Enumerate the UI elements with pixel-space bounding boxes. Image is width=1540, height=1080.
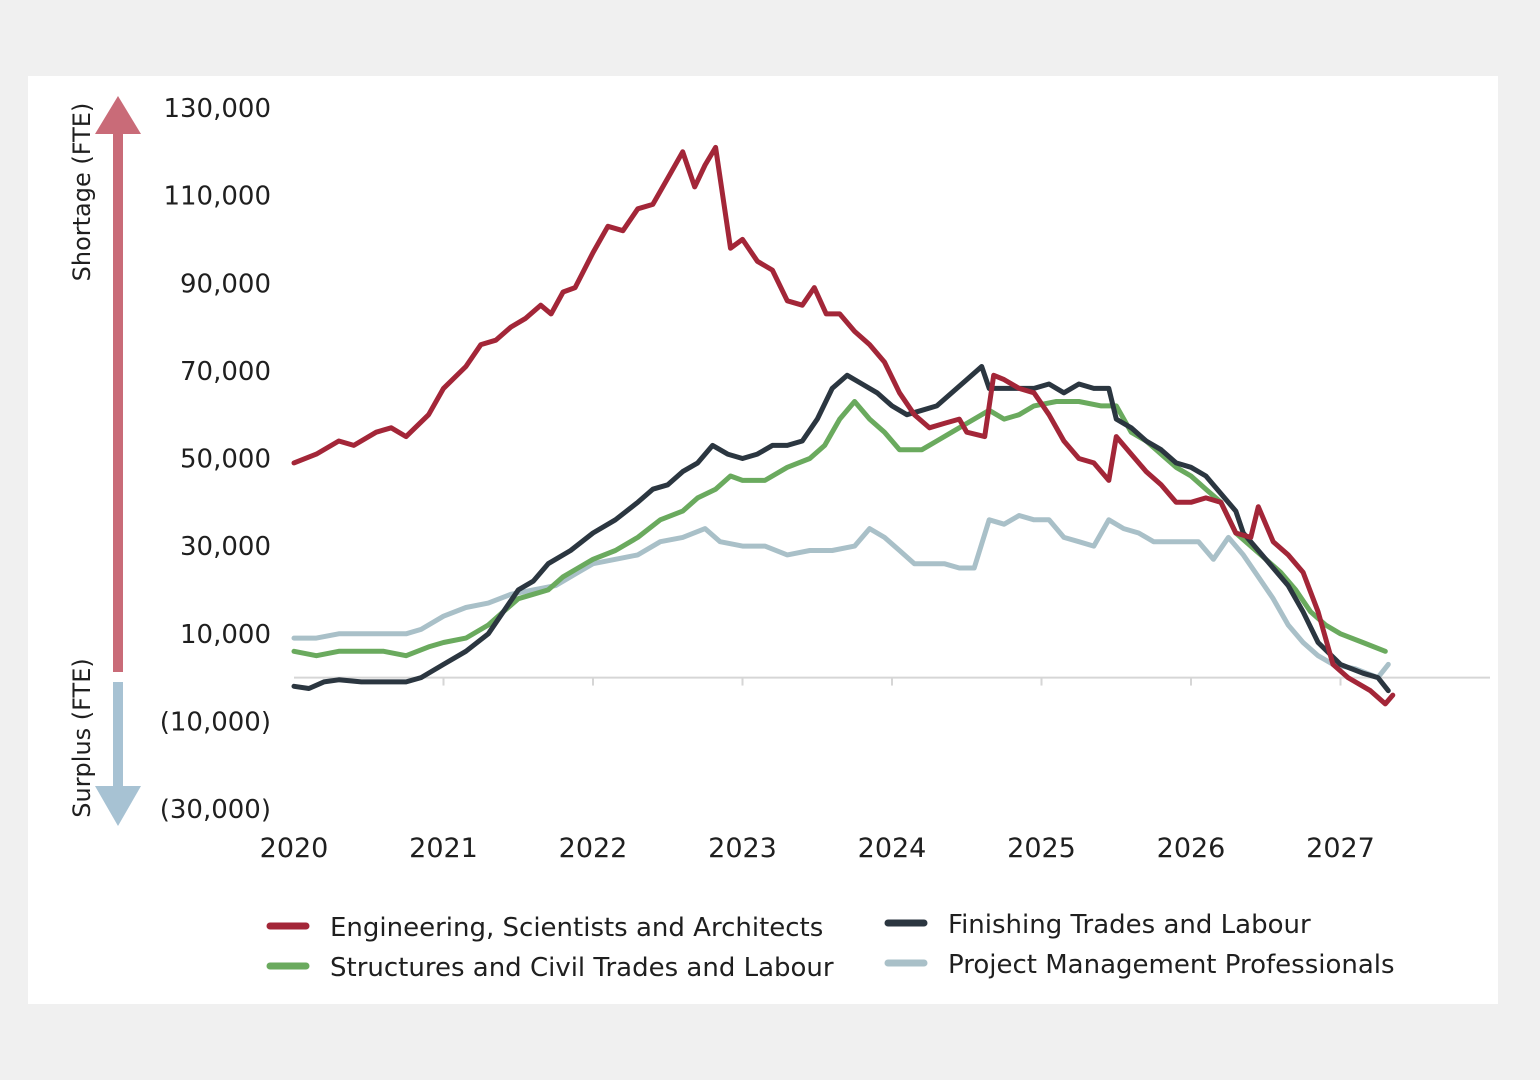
- series-layer: [291, 144, 1396, 707]
- shortage-label: Shortage (FTE): [68, 103, 96, 282]
- x-tick-label: 2027: [1306, 833, 1375, 864]
- series-line-2: [291, 364, 1391, 694]
- y-tick-label: (10,000): [160, 707, 271, 737]
- x-tick-label: 2022: [559, 833, 628, 864]
- y-tick-label: 30,000: [180, 532, 271, 562]
- legend-label-3: Project Management Professionals: [948, 950, 1395, 980]
- series-line-1: [291, 399, 1388, 659]
- y-tick-label: (30,000): [160, 795, 271, 825]
- y-tick-label: 130,000: [163, 94, 271, 124]
- series-line-0: [291, 144, 1396, 707]
- shortage-arrow-shaft: [113, 132, 123, 672]
- x-tick-label: 2020: [260, 833, 329, 864]
- x-tick-label: 2026: [1157, 833, 1226, 864]
- surplus-arrowhead: [95, 786, 141, 826]
- surplus-label: Surplus (FTE): [68, 658, 96, 818]
- legend-label-1: Structures and Civil Trades and Labour: [330, 953, 834, 983]
- x-tick-label: 2024: [858, 833, 927, 864]
- surplus-arrow-shaft: [113, 682, 123, 786]
- legend-label-0: Engineering, Scientists and Architects: [330, 913, 823, 943]
- line-chart: Shortage (FTE) Surplus (FTE) 130,000 110,…: [68, 94, 1490, 983]
- y-tick-label: 70,000: [180, 357, 271, 387]
- y-axis: 130,000 110,000 90,000 70,000 50,000 30,000 10…: [160, 94, 271, 825]
- side-indicator: Shortage (FTE) Surplus (FTE): [68, 96, 141, 826]
- y-tick-label: 90,000: [180, 269, 271, 299]
- x-tick-label: 2021: [409, 833, 478, 864]
- x-tick-label: 2025: [1007, 833, 1076, 864]
- y-tick-label: 50,000: [180, 445, 271, 475]
- y-tick-label: 110,000: [163, 182, 271, 212]
- legend-label-2: Finishing Trades and Labour: [948, 910, 1311, 940]
- chart-card: Shortage (FTE) Surplus (FTE) 130,000 110,…: [28, 76, 1498, 1004]
- x-axis: 2020 2021 2022 2023 2024 2025 2026 2027: [260, 676, 1490, 864]
- legend: Engineering, Scientists and Architects St…: [266, 910, 1395, 983]
- y-tick-label: 10,000: [180, 620, 271, 650]
- x-tick-label: 2023: [708, 833, 777, 864]
- shortage-arrowhead: [95, 96, 141, 134]
